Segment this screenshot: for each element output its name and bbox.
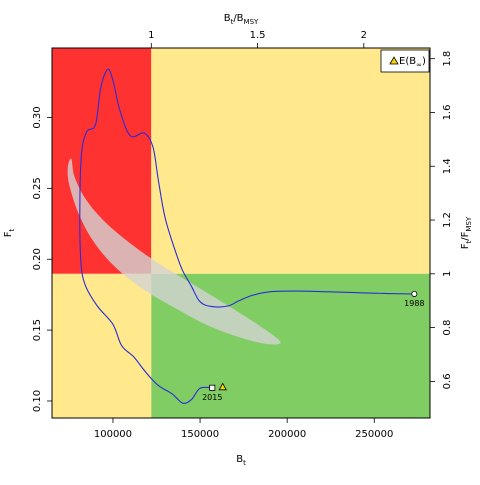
points-layer	[209, 290, 418, 391]
legend-marker-icon	[389, 56, 399, 65]
y-tick-label: 0.10	[32, 390, 43, 412]
right-tick-label: 1.8	[442, 51, 453, 67]
y-tick-label: 0.30	[32, 106, 43, 128]
x-tick-label: 150000	[181, 429, 219, 440]
expected-biomass-marker	[218, 382, 227, 391]
top-tick-label: 1	[148, 30, 154, 41]
right-axis-title: Ft/FMSY	[460, 216, 473, 249]
top-tick-label: 2	[361, 30, 367, 41]
plot-frame	[51, 47, 431, 419]
top-axis-title: Bt/BMSY	[224, 13, 259, 26]
end-year-label: 2015	[202, 393, 222, 402]
axes-layer: 100000 150000 200000 250000 0.10 0.15 0.20 0.25…	[32, 30, 453, 440]
stock-trajectory-line	[79, 68, 415, 404]
legend: E(B∞)	[380, 49, 430, 73]
uncertainty-ellipse	[67, 158, 281, 345]
quadrant-top-right	[151, 48, 430, 274]
x-tick-label: 100000	[94, 429, 132, 440]
x-tick-label: 200000	[268, 429, 306, 440]
ellipse-layer	[67, 158, 281, 345]
top-tick-label: 1.5	[250, 30, 266, 41]
x-tick-label: 250000	[355, 429, 393, 440]
x-axis-title: Bt	[236, 454, 246, 467]
right-tick-label: 1	[442, 271, 453, 277]
start-point-marker	[411, 290, 418, 297]
right-tick-label: 1.6	[442, 105, 453, 121]
start-year-label: 1988	[404, 299, 424, 308]
end-point-marker	[209, 384, 216, 391]
legend-box	[380, 49, 430, 73]
right-tick-label: 1.2	[442, 212, 453, 228]
y-axis-title: Ft	[3, 228, 16, 237]
y-tick-label: 0.25	[32, 177, 43, 199]
quadrant-layer	[52, 48, 430, 418]
trajectory-layer	[79, 68, 415, 404]
y-tick-label: 0.20	[32, 248, 43, 270]
y-tick-label: 0.15	[32, 319, 43, 341]
right-tick-label: 1.4	[442, 158, 453, 174]
legend-label: E(B∞)	[399, 56, 426, 69]
quadrant-bottom-left	[52, 273, 152, 418]
right-tick-label: 0.6	[442, 373, 453, 389]
right-tick-label: 0.8	[442, 320, 453, 336]
